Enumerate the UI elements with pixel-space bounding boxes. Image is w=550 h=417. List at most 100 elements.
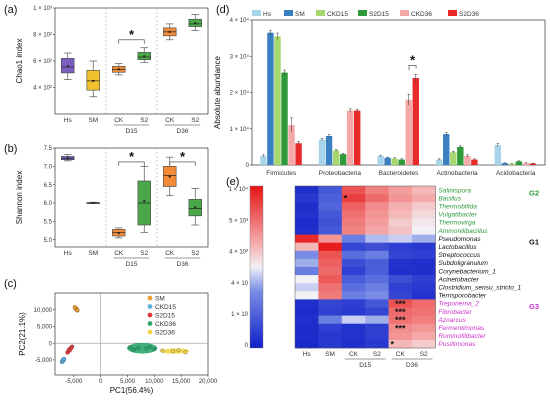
bar [522, 163, 530, 165]
subgroup-label: D36 [177, 261, 189, 268]
heatmap-cell [412, 323, 436, 333]
scatter-point [131, 347, 136, 352]
heatmap-cell [318, 307, 343, 316]
heatmap-cell [341, 194, 366, 203]
significance-star: * [180, 149, 186, 164]
heatmap-cell [295, 323, 319, 333]
heatmap-cell [341, 226, 366, 235]
legend-swatch [358, 10, 367, 16]
heatmap-cell [365, 234, 389, 243]
heatmap-cell [295, 226, 319, 235]
heatmap-cell [388, 186, 413, 195]
legend-label: S2D36 [459, 11, 479, 18]
row-label: Lactobacillus [438, 244, 477, 251]
significance-star: * [129, 27, 135, 42]
scatter-point [70, 344, 75, 349]
panel-b-shannon: 5.0 5.5 6.0 6.5 7.0 7.5 Shannon index Hs SM CK S2 C… [15, 146, 209, 268]
legend-label: SM [155, 295, 165, 302]
row-label: Acinetobacter [437, 276, 479, 283]
y-tick-label: 0 [49, 341, 53, 347]
row-label: Terrisporobacter [438, 293, 487, 300]
heatmap-cell [341, 267, 366, 276]
x-axis-label: PC1(56.4%) [110, 386, 154, 395]
heatmap-cell [318, 210, 343, 219]
heatmap-cell [388, 323, 413, 333]
colorbar-tick-label: 1 × 10⁴ [229, 186, 249, 193]
legend-label: S2D15 [155, 312, 175, 319]
heatmap-cell [318, 226, 343, 235]
heatmap-cell [388, 307, 413, 316]
heatmap-cell [341, 186, 366, 195]
heatmap-cell [295, 283, 319, 292]
x-tick-label: 15,000 [172, 379, 191, 385]
heatmap-cell [295, 194, 319, 203]
column-label: CK [396, 351, 406, 358]
heatmap-cell [412, 331, 436, 341]
row-label: Thermovirga [438, 220, 475, 227]
column-label: S2 [373, 351, 381, 358]
bar [318, 139, 326, 165]
box-mean [66, 157, 69, 160]
heatmap-cell [365, 315, 389, 324]
heatmap-cell [341, 307, 366, 316]
heatmap-cell [318, 186, 343, 195]
heatmap-cell [388, 267, 413, 276]
heatmap-cell [295, 307, 319, 316]
x-tick-label: 0 [99, 379, 103, 385]
heatmap-cell [388, 291, 413, 300]
subgroup-label: D15 [359, 362, 371, 369]
heatmap-cell [341, 331, 366, 341]
y-tick-label: 7.5 [44, 146, 53, 152]
scatter-point [171, 349, 176, 354]
heatmap-cell [412, 250, 436, 260]
heatmap-cell [388, 275, 413, 284]
scatter-point [67, 347, 72, 352]
heatmap-cell [295, 331, 319, 341]
bar [274, 36, 281, 165]
heatmap-cell [388, 226, 413, 235]
heatmap-cell [341, 218, 366, 227]
bar [398, 159, 405, 165]
legend-label: CKD15 [327, 11, 348, 18]
scatter-point [144, 346, 149, 351]
heatmap-cell [412, 258, 436, 268]
heatmap-cell [412, 315, 436, 324]
bar [436, 159, 443, 165]
heatmap-cell [341, 242, 366, 252]
heatmap-cell [318, 218, 343, 227]
box-mean [117, 68, 120, 71]
heatmap-cell [388, 202, 413, 211]
heatmap-cell [295, 210, 319, 219]
scatter-point [152, 347, 157, 352]
heatmap-cell [341, 315, 366, 324]
y-tick-label: 8 × 10² [33, 33, 52, 39]
legend-swatch [252, 10, 261, 16]
scatter-point [75, 308, 80, 313]
colorbar-tick-label: 1 × 10 [231, 312, 249, 318]
box-mean [66, 65, 69, 68]
box-mean [168, 30, 171, 33]
bar [384, 157, 391, 165]
bar [325, 136, 333, 165]
bar [464, 155, 471, 165]
box-mean [168, 175, 171, 178]
heatmap-cell [295, 186, 319, 195]
panel-d-abundance: 0 1 × 10⁴ 2 × 10⁴ 3 × 10⁴ 4 × 10⁴ Absolute ab… [213, 10, 546, 177]
legend-marker [147, 312, 153, 318]
y-tick-label: 4 × 10⁴ [230, 17, 250, 24]
scatter-point [65, 350, 70, 355]
x-category-label: Proteobacteria [319, 170, 362, 177]
bar [353, 110, 361, 165]
bar [471, 159, 478, 165]
heatmap-cell [318, 258, 343, 268]
scatter-point [62, 356, 67, 361]
heatmap-cell [318, 202, 343, 211]
bar [494, 145, 502, 165]
bar [508, 163, 516, 165]
panel-label-c: (c) [4, 278, 17, 290]
row-label: Vulgatibacter [438, 212, 477, 219]
row-label: Azoarcus [437, 317, 466, 324]
y-tick-label: 6 × 10² [33, 59, 52, 65]
heatmap-cell [318, 234, 343, 243]
